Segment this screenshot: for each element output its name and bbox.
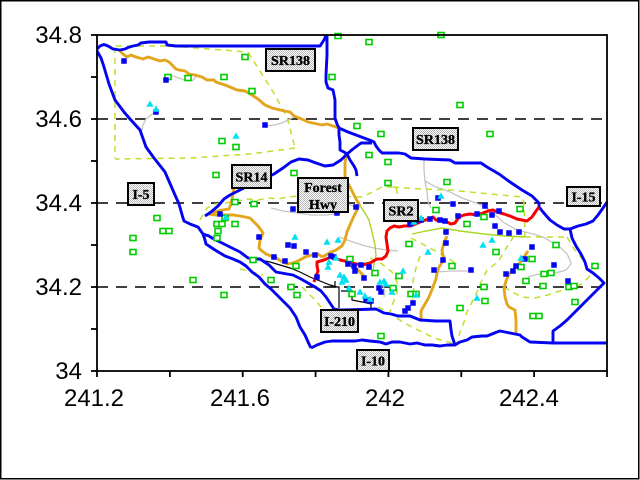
svg-text:SR2: SR2 — [389, 205, 414, 220]
svg-text:241.2: 241.2 — [64, 385, 124, 412]
svg-text:I-210: I-210 — [324, 315, 355, 330]
svg-text:I-15: I-15 — [571, 191, 595, 206]
svg-text:34.8: 34.8 — [35, 22, 82, 49]
svg-text:I-5: I-5 — [132, 188, 149, 203]
svg-text:34.6: 34.6 — [35, 106, 82, 133]
svg-text:SR138: SR138 — [271, 54, 310, 69]
svg-text:34: 34 — [55, 358, 82, 385]
svg-text:241.6: 241.6 — [210, 385, 270, 412]
svg-text:34.4: 34.4 — [35, 190, 82, 217]
svg-text:SR14: SR14 — [236, 171, 268, 186]
svg-text:34.2: 34.2 — [35, 274, 82, 301]
svg-text:242.4: 242.4 — [499, 385, 559, 412]
svg-text:Hwy: Hwy — [309, 198, 337, 213]
svg-text:SR138: SR138 — [416, 133, 455, 148]
svg-text:I-10: I-10 — [361, 355, 385, 370]
svg-text:Forest: Forest — [304, 181, 342, 196]
svg-text:242: 242 — [365, 385, 405, 412]
